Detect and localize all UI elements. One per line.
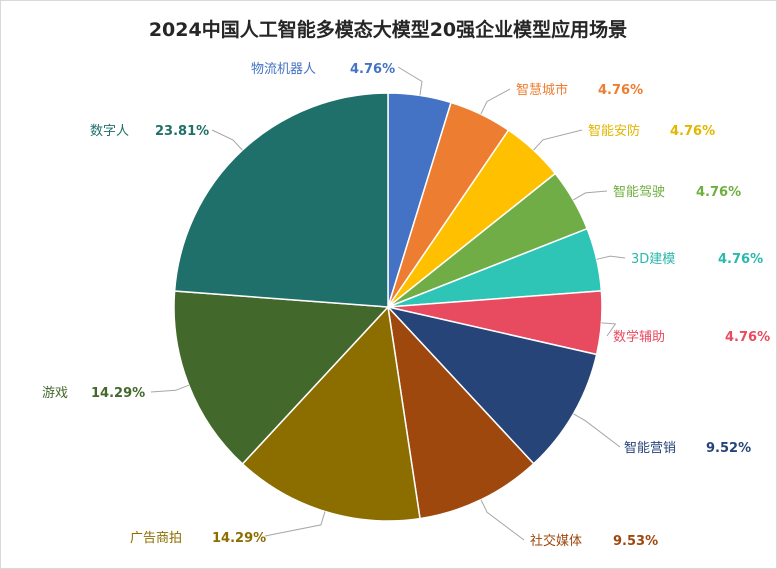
- slice-value-9: 14.29%: [212, 531, 266, 546]
- leader-line-5: [596, 255, 626, 260]
- slice-value-8: 9.53%: [613, 534, 658, 549]
- slice-label-4: 智能驾驶: [613, 185, 665, 200]
- leader-line-1: [397, 66, 423, 96]
- slice-value-2: 4.76%: [598, 83, 643, 98]
- slice-label-2: 智慧城市: [516, 82, 568, 98]
- slice-label-1: 物流机器人: [251, 62, 316, 77]
- slice-label-5: 3D建模: [631, 252, 675, 267]
- leader-line-6: [601, 322, 617, 337]
- leader-line-4: [573, 190, 608, 201]
- leader-line-8: [480, 499, 525, 541]
- leader-line-10: [150, 384, 189, 393]
- pie-slices: [173, 92, 603, 522]
- pie-slice-7: [385, 305, 598, 465]
- chart-title: 2024中国人工智能多模态大模型20强企业模型应用场景: [149, 18, 627, 41]
- pie-slice-8: [386, 304, 535, 520]
- slice-label-7: 智能营销: [624, 441, 676, 456]
- leader-line-7: [573, 413, 621, 448]
- slice-value-10: 14.29%: [91, 386, 145, 401]
- slice-value-1: 4.76%: [350, 62, 395, 77]
- slice-value-6: 4.76%: [725, 330, 770, 345]
- leader-line-11: [211, 129, 243, 151]
- leader-line-2: [480, 88, 511, 115]
- slice-label-10: 游戏: [42, 386, 68, 401]
- slice-value-11: 23.81%: [155, 124, 209, 139]
- slice-labels: 物流机器人 4.76% 智慧城市 4.76% 智能安防 4.76% 智能驾驶 4.76% 3D建…: [42, 62, 770, 549]
- slice-label-6: 数学辅助: [613, 329, 665, 345]
- slice-value-5: 4.76%: [718, 252, 763, 267]
- slice-label-9: 广告商拍: [130, 531, 182, 546]
- slice-label-8: 社交媒体: [530, 533, 582, 549]
- slice-label-3: 智能安防: [588, 123, 640, 139]
- slice-value-7: 9.52%: [706, 441, 751, 456]
- leader-line-3: [533, 129, 583, 151]
- pie-slice-11: [173, 92, 389, 308]
- leader-line-9: [264, 511, 326, 537]
- slice-label-11: 数字人: [90, 124, 129, 139]
- slice-value-3: 4.76%: [670, 124, 715, 139]
- slice-value-4: 4.76%: [696, 185, 741, 200]
- leader-lines: [150, 66, 626, 541]
